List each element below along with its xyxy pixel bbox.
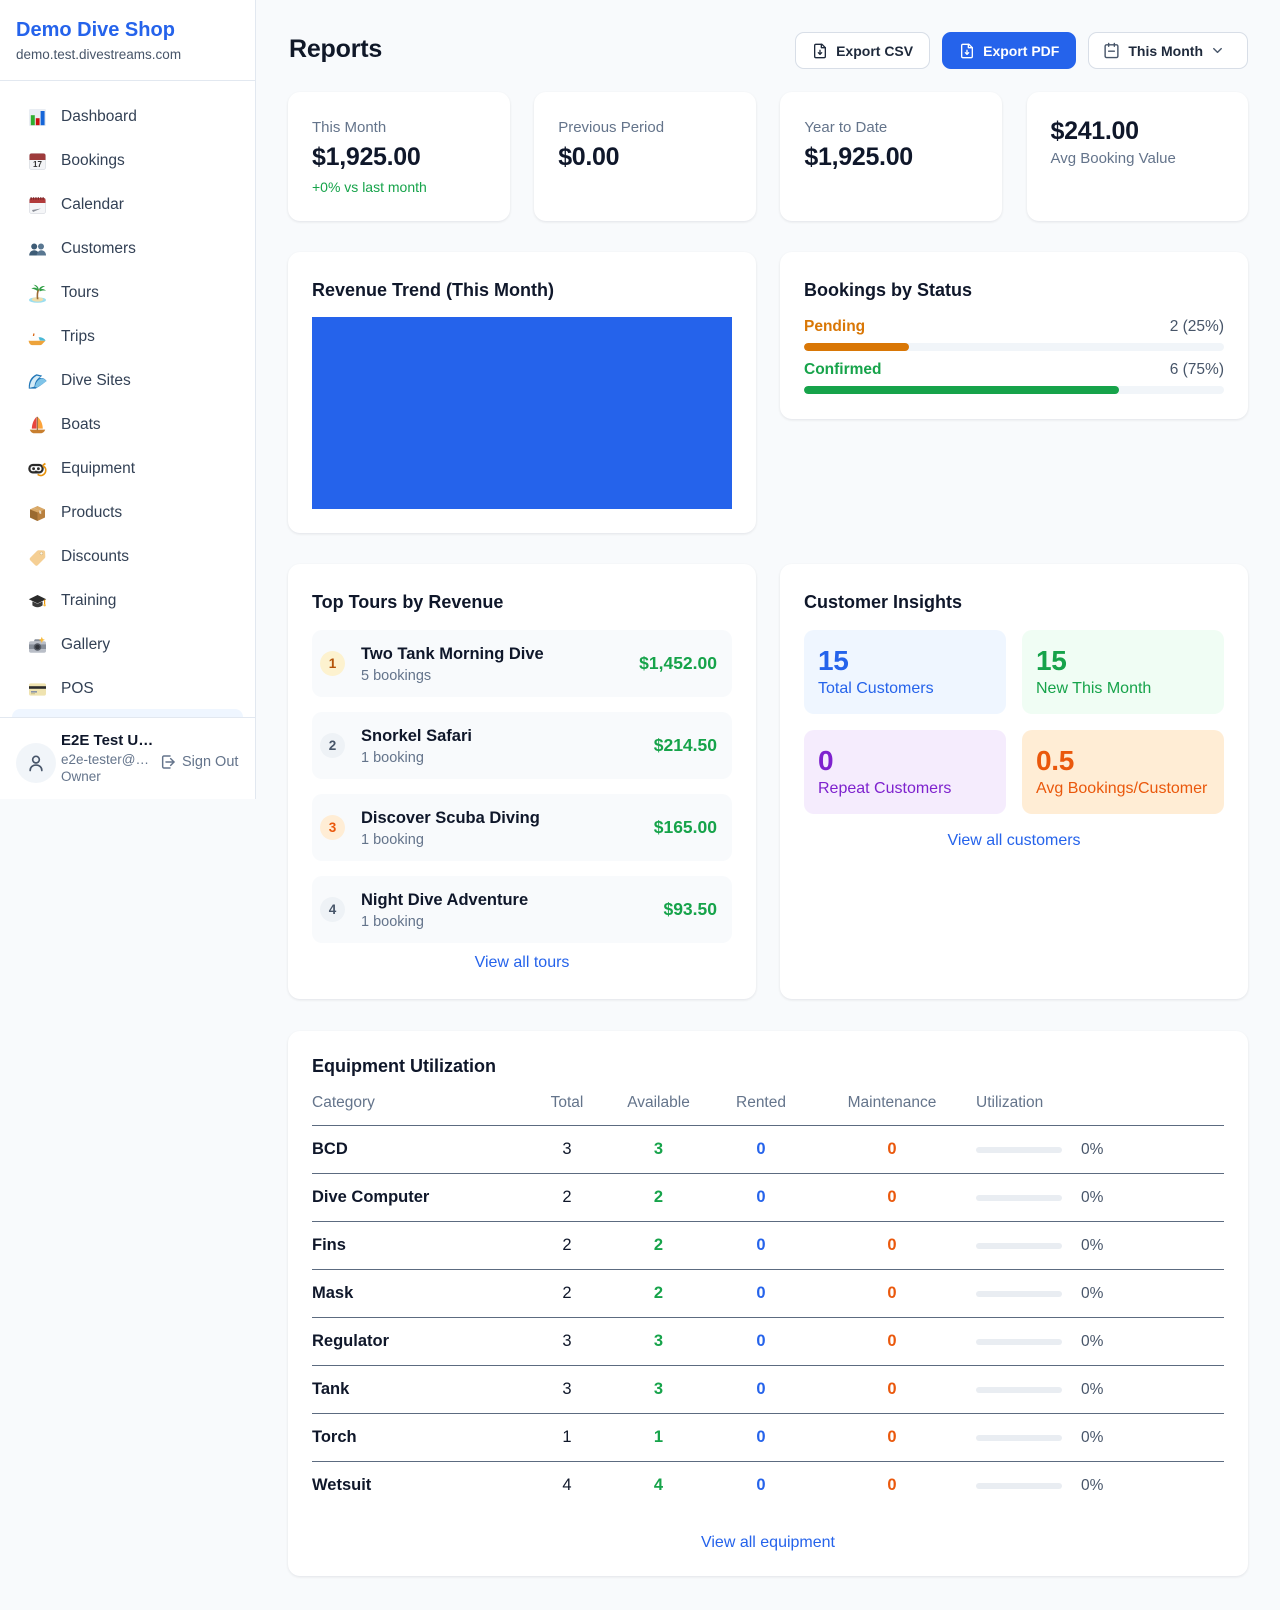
svg-text:17: 17 [33, 160, 42, 169]
